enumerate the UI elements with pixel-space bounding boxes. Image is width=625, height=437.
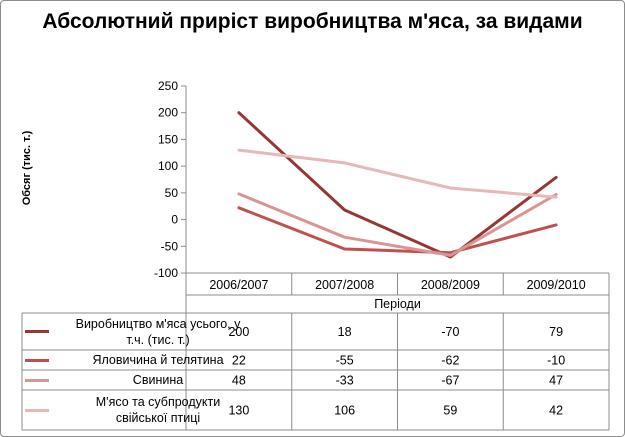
legend-entry: М'ясо та субпродукти свійської птиці xyxy=(25,390,263,430)
table-value: -55 xyxy=(336,354,354,368)
legend-label: М'ясо та субпродукти свійської птиці xyxy=(95,395,221,425)
y-tick-label: 50 xyxy=(165,186,179,200)
table-value: 18 xyxy=(338,325,352,339)
legend-label: Яловичина й телятина xyxy=(92,353,224,367)
table-value: 47 xyxy=(549,374,563,388)
table-value: -67 xyxy=(441,374,459,388)
legend-label: Свинина xyxy=(132,373,184,387)
x-category-label: 2007/2008 xyxy=(315,278,374,292)
table-value: 200 xyxy=(228,325,249,339)
legend-entry: Яловичина й телятина xyxy=(25,350,263,370)
x-category-label: 2006/2007 xyxy=(209,278,268,292)
legend-swatch xyxy=(25,330,49,333)
legend-swatch xyxy=(25,358,49,362)
table-value: -33 xyxy=(336,374,354,388)
y-tick-label: 100 xyxy=(158,159,178,173)
x-axis-label: Періоди xyxy=(374,297,421,311)
y-tick-label: 200 xyxy=(158,106,178,120)
x-category-label: 2009/2010 xyxy=(527,278,586,292)
series-line xyxy=(237,148,558,199)
legend-swatch xyxy=(25,408,49,412)
y-tick-label: 0 xyxy=(171,213,178,227)
table-value: 130 xyxy=(228,404,249,418)
legend-entry: Виробництво м'яса усього, у т.ч. (тис. т.… xyxy=(25,313,263,350)
table-value: -62 xyxy=(441,354,459,368)
series-line xyxy=(237,111,558,259)
table-value: 42 xyxy=(549,404,563,418)
legend-entry: Свинина xyxy=(25,370,263,390)
legend-swatch xyxy=(25,378,49,382)
legend-label: Виробництво м'яса усього, у т.ч. (тис. т.… xyxy=(75,316,241,347)
chart-title: Абсолютний приріст виробництва м'яса, за… xyxy=(42,10,583,33)
table-value: 59 xyxy=(443,404,457,418)
series-line xyxy=(237,192,558,257)
x-category-label: 2008/2009 xyxy=(421,278,480,292)
table-value: 106 xyxy=(334,404,355,418)
series-line xyxy=(237,206,558,255)
table-value: -10 xyxy=(547,354,565,368)
y-tick-label: -100 xyxy=(154,266,178,280)
table-value: 48 xyxy=(232,374,246,388)
y-tick-label: 150 xyxy=(158,132,178,146)
table-value: 79 xyxy=(549,325,563,339)
y-tick-label: -50 xyxy=(161,239,179,253)
table-value: -70 xyxy=(441,325,459,339)
y-tick-label: 250 xyxy=(158,79,178,93)
table-value: 22 xyxy=(232,354,246,368)
